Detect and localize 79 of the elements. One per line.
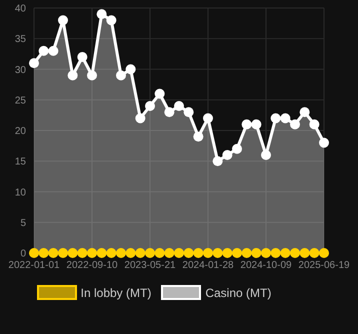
point — [212, 156, 223, 166]
x-tick-label: 2022-09-10 — [66, 260, 118, 272]
point — [164, 107, 174, 118]
legend-label: In lobby (MT) — [80, 286, 152, 300]
point — [174, 248, 184, 258]
x-tick-label: 2022-01-01 — [8, 260, 60, 272]
point — [280, 248, 290, 258]
point — [135, 248, 146, 258]
point — [68, 70, 78, 80]
point — [261, 150, 271, 160]
point — [300, 107, 310, 118]
point — [126, 64, 136, 74]
point — [145, 248, 155, 258]
point — [184, 248, 194, 258]
point — [300, 248, 310, 258]
point — [184, 107, 194, 118]
point — [251, 119, 262, 130]
legend-label: Casino (MT) — [205, 286, 272, 300]
point — [48, 46, 58, 56]
point — [87, 70, 97, 80]
point — [222, 248, 232, 258]
y-tick-label: 35 — [14, 34, 26, 46]
point — [193, 248, 204, 258]
point — [242, 119, 252, 130]
point — [309, 119, 320, 130]
y-tick-label: 0 — [20, 248, 26, 260]
point — [232, 144, 242, 154]
point — [164, 248, 174, 258]
point — [280, 113, 290, 124]
point — [203, 248, 213, 258]
point — [38, 46, 49, 56]
point — [48, 248, 58, 258]
point — [96, 248, 107, 258]
point — [261, 248, 271, 258]
point — [270, 248, 281, 258]
y-tick-label: 25 — [14, 95, 26, 106]
point — [29, 58, 39, 68]
point — [290, 248, 300, 258]
point — [251, 248, 262, 258]
y-tick-label: 5 — [20, 218, 26, 229]
point — [38, 248, 49, 258]
point — [68, 248, 78, 258]
y-tick-label: 30 — [14, 64, 26, 76]
x-tick-label: 2024-10-09 — [240, 260, 292, 272]
point — [96, 9, 107, 20]
point — [212, 248, 223, 258]
point — [116, 248, 126, 258]
point — [126, 248, 136, 258]
point — [145, 101, 155, 111]
point — [106, 15, 116, 26]
point — [77, 52, 88, 62]
point — [87, 248, 97, 258]
point — [154, 248, 165, 258]
point — [106, 248, 116, 258]
point — [116, 70, 126, 80]
point — [174, 101, 184, 111]
x-tick-label: 2023-05-21 — [124, 260, 176, 272]
point — [154, 88, 165, 99]
point — [319, 248, 329, 258]
point — [193, 132, 204, 142]
point — [270, 113, 281, 124]
point — [58, 15, 68, 26]
point — [309, 248, 320, 258]
point — [29, 248, 39, 258]
point — [232, 248, 242, 258]
point — [77, 248, 88, 258]
point — [290, 119, 300, 130]
y-tick-label: 40 — [14, 4, 26, 15]
x-tick-label: 2024-01-28 — [182, 260, 234, 272]
point — [203, 113, 213, 124]
x-tick-label: 2025-06-19 — [298, 260, 350, 272]
y-tick-label: 15 — [14, 156, 26, 168]
point — [135, 113, 146, 124]
point — [222, 150, 232, 160]
point — [319, 138, 329, 148]
point — [58, 248, 68, 258]
y-tick-label: 20 — [14, 126, 26, 138]
y-tick-label: 10 — [14, 187, 26, 198]
point — [242, 248, 252, 258]
